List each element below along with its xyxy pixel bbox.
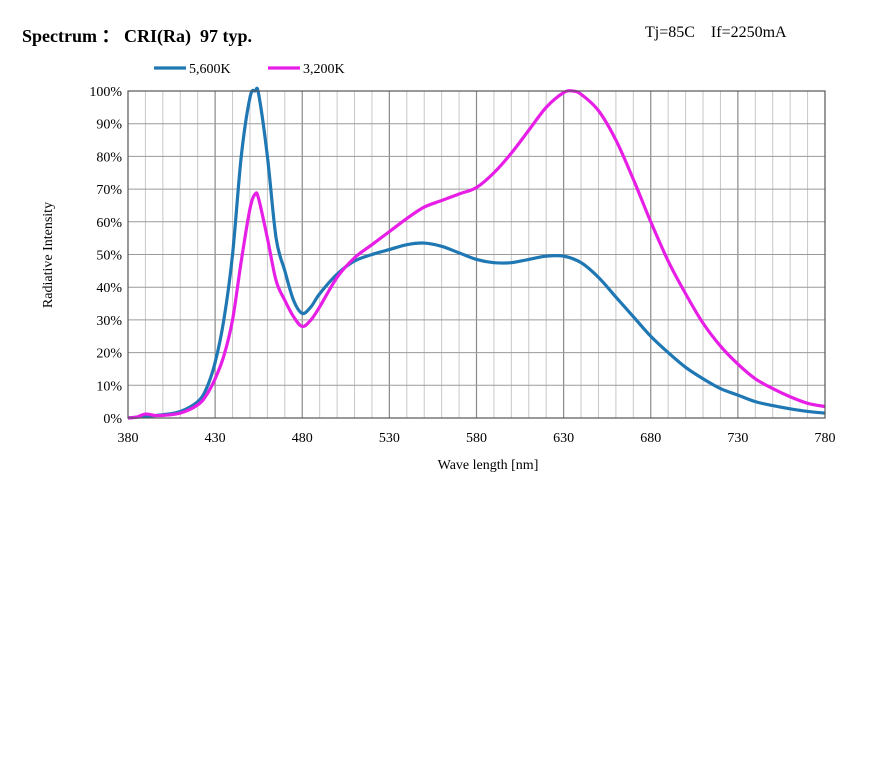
series-line-5600K xyxy=(127,86,826,420)
plot-border xyxy=(127,90,826,419)
x-axis-label: Wave length [nm] xyxy=(438,458,539,473)
y-axis-label: Radiative Intensity xyxy=(41,202,56,308)
y-tick-label: 0% xyxy=(103,412,122,427)
x-tick-labels: 380 430 480 530 580 630 680 730 780 xyxy=(118,431,836,446)
x-tick-label: 430 xyxy=(205,431,226,446)
series-lines xyxy=(127,86,826,420)
y-tick-label: 10% xyxy=(96,379,122,394)
y-tick-label: 90% xyxy=(96,118,122,133)
grid xyxy=(128,91,825,418)
legend: 5,600K 3,200K xyxy=(154,62,345,77)
test-conditions: Tj=85C If=2250mA xyxy=(645,24,787,41)
x-tick-label: 730 xyxy=(727,431,748,446)
chart-title: Spectrum ： CRI(Ra) 97 typ. xyxy=(22,26,252,46)
y-tick-label: 70% xyxy=(96,183,122,198)
y-tick-label: 30% xyxy=(96,314,122,329)
y-tick-label: 50% xyxy=(96,249,122,264)
x-tick-label: 780 xyxy=(815,431,836,446)
x-tick-label: 580 xyxy=(466,431,487,446)
legend-label: 3,200K xyxy=(303,62,345,77)
y-tick-label: 40% xyxy=(96,281,122,296)
x-tick-label: 480 xyxy=(292,431,313,446)
y-tick-label: 20% xyxy=(96,347,122,362)
series-line-3200K xyxy=(127,89,826,420)
y-tick-label: 80% xyxy=(96,150,122,165)
y-tick-label: 100% xyxy=(89,85,122,100)
x-tick-label: 680 xyxy=(640,431,661,446)
x-tick-label: 380 xyxy=(118,431,139,446)
y-tick-label: 60% xyxy=(96,216,122,231)
legend-label: 5,600K xyxy=(189,62,231,77)
x-tick-label: 530 xyxy=(379,431,400,446)
y-tick-labels: 0% 10% 20% 30% 40% 50% 60% 70% 80% 90% 100% xyxy=(89,85,122,427)
x-tick-label: 630 xyxy=(553,431,574,446)
